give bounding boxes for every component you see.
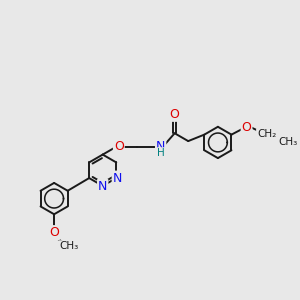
Text: N: N: [98, 180, 107, 193]
Text: O: O: [114, 140, 124, 153]
Text: N: N: [156, 140, 165, 153]
Text: O: O: [170, 108, 180, 121]
Text: CH₃: CH₃: [59, 241, 79, 251]
Text: CH₃: CH₃: [278, 137, 298, 147]
Text: O: O: [242, 121, 251, 134]
Text: CH₂: CH₂: [257, 129, 276, 139]
Text: H: H: [157, 148, 164, 158]
Text: O: O: [49, 226, 59, 239]
Text: N: N: [113, 172, 122, 184]
